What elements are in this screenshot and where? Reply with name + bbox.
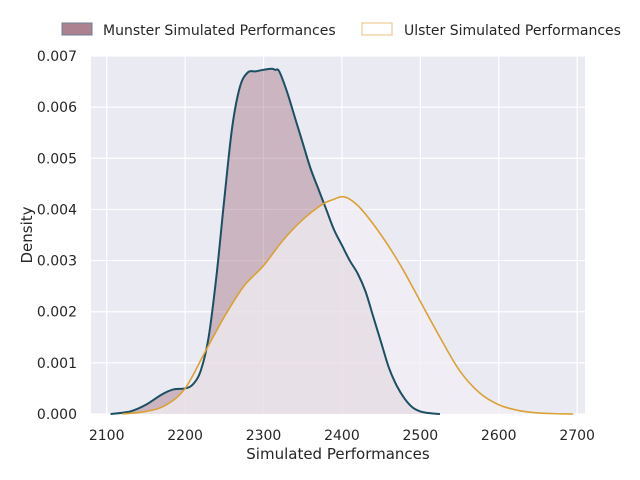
legend-label-munster: Munster Simulated Performances [103,23,336,39]
y-tick-label: 0.002 [37,305,77,321]
x-axis-title: Simulated Performances [246,445,430,463]
x-tick-label: 2700 [559,428,595,444]
ticks: 2100 2200 2300 2400 2500 2600 2700 0.000 0.001 0.… [37,49,595,444]
legend: Munster Simulated Performances Ulster Si… [61,22,621,39]
x-tick-label: 2500 [403,428,439,444]
legend-swatch-munster [61,22,93,36]
y-tick-label: 0.004 [37,202,77,218]
x-tick-label: 2300 [246,428,282,444]
y-tick-label: 0.006 [37,100,77,116]
y-tick-label: 0.001 [37,356,77,372]
x-tick-label: 2100 [89,428,125,444]
y-tick-label: 0.000 [37,407,77,423]
x-tick-label: 2200 [167,428,203,444]
y-tick-label: 0.005 [37,151,77,167]
legend-label-ulster: Ulster Simulated Performances [404,23,621,39]
x-tick-label: 2400 [324,428,360,444]
y-tick-label: 0.007 [37,49,77,65]
ulster-density-line [122,195,574,415]
ulster-density-fill [122,196,574,414]
munster-density-line [110,67,441,415]
y-axis-title: Density [18,206,36,263]
series-layer [110,67,574,415]
y-tick-label: 0.003 [37,254,77,270]
legend-swatch-ulster [361,22,393,36]
x-tick-label: 2600 [481,428,517,444]
